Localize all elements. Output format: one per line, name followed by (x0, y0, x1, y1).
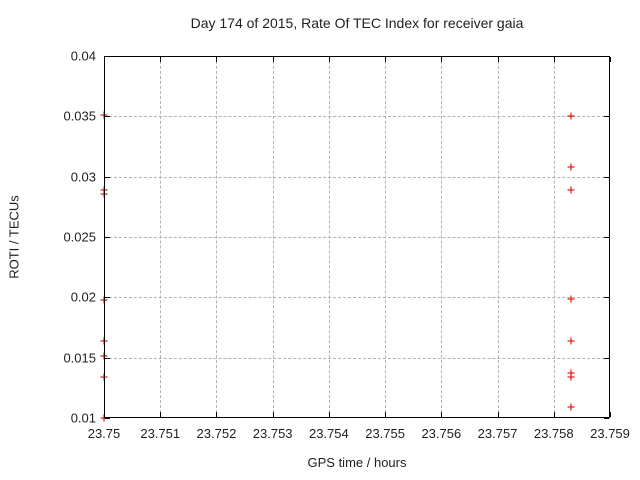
y-tick (105, 418, 110, 419)
y-tick-mirror (604, 418, 609, 419)
x-tick (497, 412, 499, 417)
gridline (553, 56, 555, 418)
gridline (216, 56, 218, 418)
y-tick-mirror (604, 357, 609, 359)
y-tick-label: 0.04 (70, 48, 96, 64)
y-tick-label: 0.03 (70, 169, 96, 185)
data-point-marker (567, 369, 575, 377)
x-tick (104, 412, 105, 417)
data-point-marker (567, 373, 575, 381)
x-tick (553, 412, 555, 417)
y-tick-label: 0.015 (63, 350, 96, 366)
y-tick (105, 176, 110, 178)
x-tick-label: 23.759 (590, 426, 630, 441)
y-tick-label: 0.035 (63, 108, 96, 124)
x-tick-label: 23.75 (87, 426, 121, 441)
gridline (441, 56, 443, 418)
x-tick-mirror (610, 57, 611, 62)
x-tick-mirror (160, 57, 162, 62)
data-point-marker (100, 111, 108, 119)
data-point-marker (100, 190, 108, 198)
y-tick (105, 357, 110, 359)
data-point-marker (100, 337, 108, 345)
gridline (104, 357, 610, 359)
x-tick (610, 412, 611, 417)
y-tick (105, 237, 110, 238)
x-tick-label: 23.757 (477, 426, 518, 441)
data-point-marker (567, 337, 575, 345)
gridline (104, 297, 610, 299)
x-tick-mirror (328, 57, 330, 62)
data-point-marker (567, 295, 575, 303)
gridline (104, 116, 610, 118)
y-tick-mirror (604, 116, 609, 118)
y-tick-mirror (604, 237, 609, 238)
x-tick-mirror (385, 57, 387, 62)
x-tick (160, 412, 162, 417)
gridline (104, 176, 610, 178)
chart-title: Day 174 of 2015, Rate Of TEC Index for r… (190, 15, 524, 31)
y-tick (105, 116, 110, 118)
data-point-marker (100, 373, 108, 381)
x-tick (385, 412, 387, 417)
x-tick-mirror (497, 57, 499, 62)
gridline (385, 56, 387, 418)
x-tick-label: 23.753 (252, 426, 293, 441)
y-tick-mirror (604, 297, 609, 299)
y-tick-label: 0.01 (70, 410, 96, 426)
gridline (497, 56, 499, 418)
x-tick-mirror (272, 57, 274, 62)
x-tick-mirror (553, 57, 555, 62)
x-tick (328, 412, 330, 417)
y-axis-label: ROTI / TECUs (6, 195, 22, 279)
x-tick-label: 23.755 (365, 426, 405, 441)
x-tick (272, 412, 274, 417)
y-tick-label: 0.025 (63, 229, 96, 245)
x-tick-mirror (216, 57, 218, 62)
x-tick-label: 23.752 (196, 426, 237, 441)
x-axis-label: GPS time / hours (307, 455, 407, 470)
x-tick-label: 23.754 (308, 426, 349, 441)
y-tick (105, 297, 110, 299)
data-point-marker (567, 163, 575, 171)
data-point-marker (100, 352, 108, 360)
x-tick-label: 23.758 (533, 426, 574, 441)
y-tick-mirror (604, 56, 609, 57)
gridline (272, 56, 274, 418)
y-tick (105, 56, 110, 57)
data-point-marker (100, 414, 108, 422)
data-point-marker (567, 403, 575, 411)
gridline (104, 237, 610, 238)
y-tick-label: 0.02 (70, 289, 96, 305)
x-tick-mirror (104, 57, 105, 62)
x-tick-mirror (441, 57, 443, 62)
x-tick (441, 412, 443, 417)
data-point-marker (567, 186, 575, 194)
x-tick-label: 23.751 (140, 426, 181, 441)
data-point-marker (567, 112, 575, 120)
x-tick (216, 412, 218, 417)
gridline (328, 56, 330, 418)
x-tick-label: 23.756 (421, 426, 462, 441)
y-tick-mirror (604, 176, 609, 178)
gridline (160, 56, 162, 418)
